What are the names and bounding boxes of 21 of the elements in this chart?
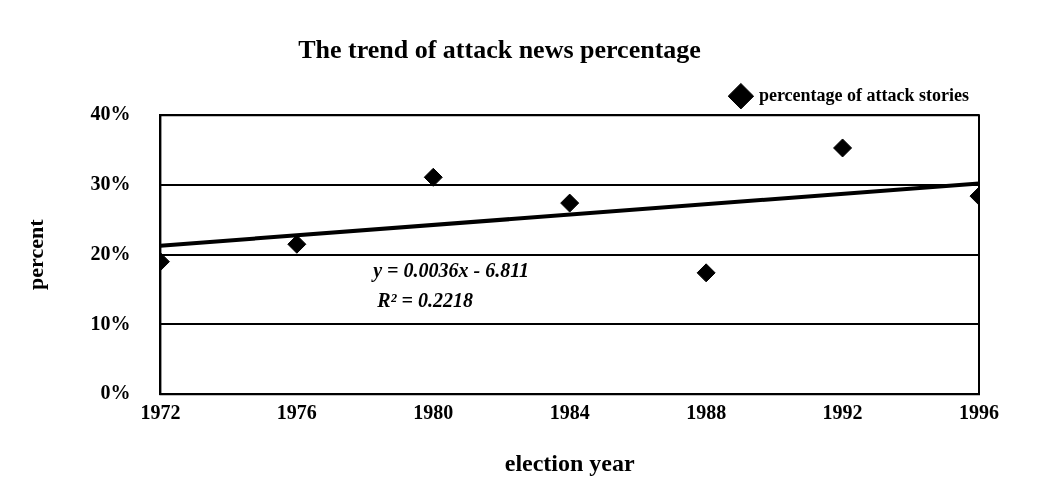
x-tick-label: 1996 (959, 401, 999, 424)
annotation: R² = 0.2218 (376, 289, 473, 312)
point (696, 263, 716, 283)
x-tick-label: 1992 (822, 401, 863, 424)
y-tick-label: 0% (100, 381, 131, 404)
y-tick-label: 20% (90, 241, 131, 264)
point (423, 167, 443, 187)
x-tick-label: 1976 (276, 401, 317, 424)
annotation: y = 0.0036x - 6.811 (371, 258, 530, 282)
legend-label: percentage of attack stories (758, 84, 970, 105)
x-tick-label: 1980 (413, 401, 454, 424)
y-tick-label: 40% (90, 102, 131, 125)
y-axis-title: percent (22, 218, 48, 290)
x-tick-label: 1984 (549, 401, 590, 424)
x-axis-title: election year (504, 449, 636, 476)
y-tick-label: 30% (90, 172, 131, 195)
y-tick-label: 10% (90, 311, 131, 334)
x-tick-label: 1972 (140, 401, 181, 424)
point (560, 193, 580, 213)
chart-title: The trend of attack news percentage (298, 35, 701, 65)
x-tick-label: 1988 (686, 401, 727, 424)
